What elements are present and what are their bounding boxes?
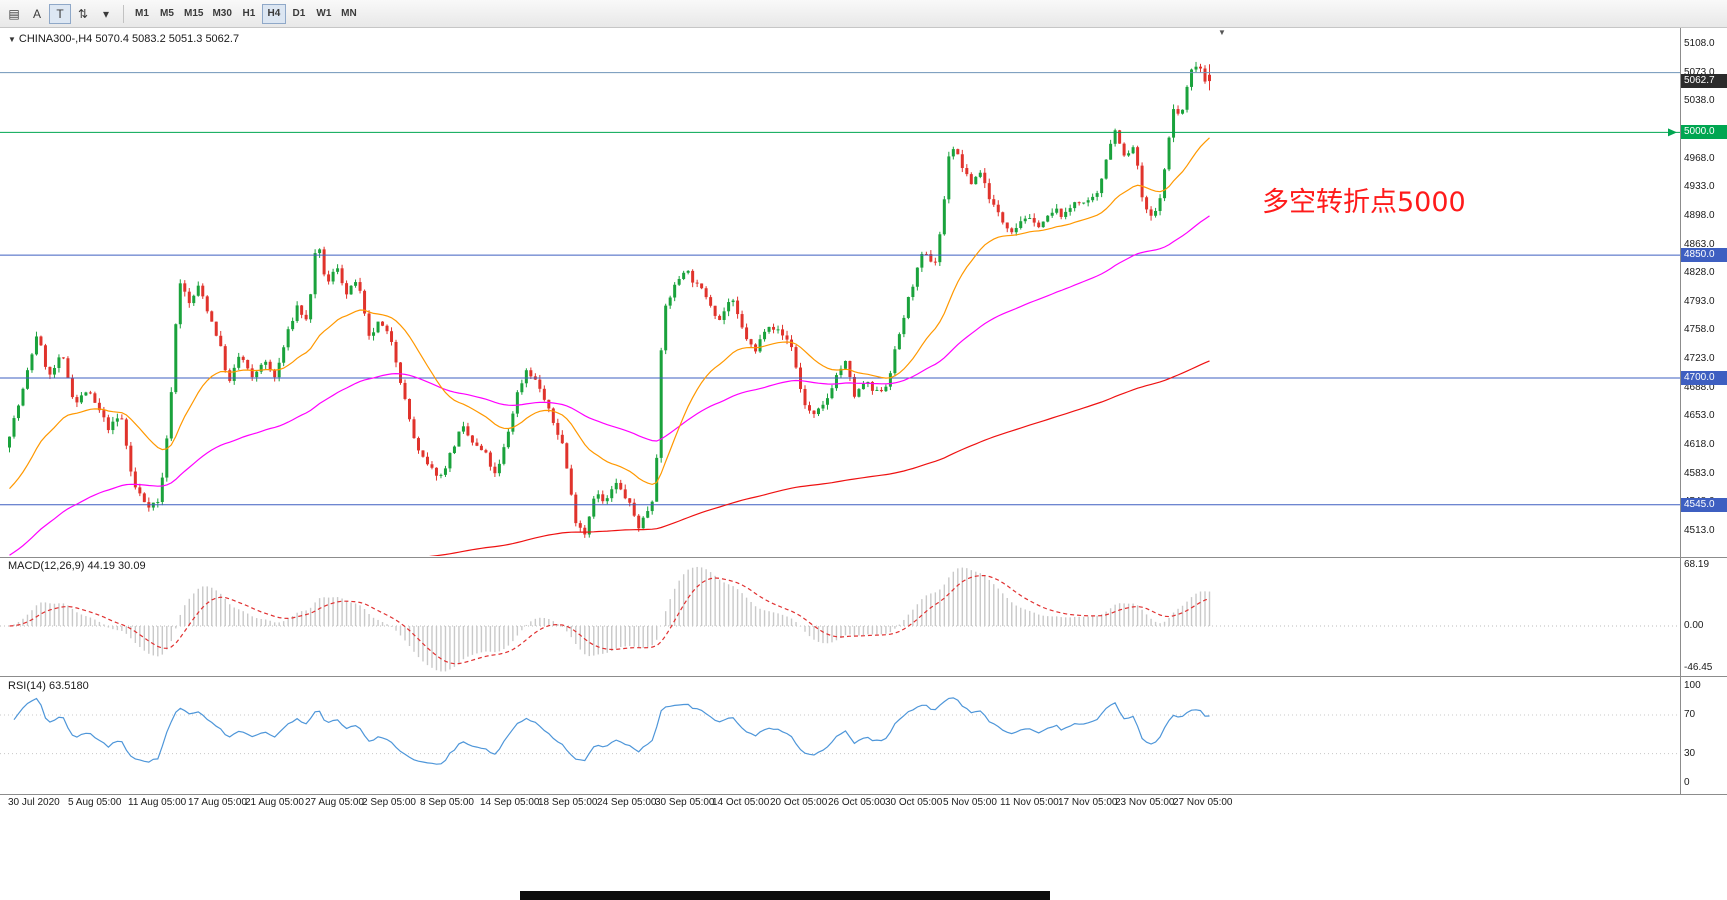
price-axis-tick: 4618.0 <box>1684 439 1715 451</box>
price-axis-tick: 4968.0 <box>1684 152 1715 164</box>
time-axis-label: 5 Nov 05:00 <box>943 797 997 808</box>
text-tool-icon[interactable]: T <box>49 3 71 24</box>
price-axis-tick: 4863.0 <box>1684 238 1715 250</box>
toolbar: ▤ A T ⇅ ▾ M1 M5 M15 M30 H1 H4 D1 W1 MN <box>0 0 1727 28</box>
candlestick-series <box>0 61 1680 556</box>
timeframe-button-mn[interactable]: MN <box>341 8 357 19</box>
timeframe-button-w1[interactable]: W1 <box>316 8 332 19</box>
time-axis[interactable]: 30 Jul 2020 5 Aug 05:00 11 Aug 05:00 17 Aug… <box>0 794 1681 812</box>
level-price-badge: 4700.0 <box>1681 370 1727 385</box>
axis-separator <box>1680 28 1681 794</box>
chart-shift-marker-icon[interactable]: ▼ <box>1218 28 1226 37</box>
level-price-badge: 5000.0 <box>1681 125 1727 140</box>
price-axis-tick: 4688.0 <box>1684 381 1715 393</box>
level-price-badge: 4850.0 <box>1681 248 1727 263</box>
timeframe-button-h4[interactable]: H4 <box>261 3 286 24</box>
panel-separator[interactable] <box>0 557 1727 558</box>
time-axis-label: 30 Sep 05:00 <box>655 797 715 808</box>
rsi-indicator-label: RSI(14) 63.5180 <box>8 680 89 692</box>
time-axis-label: 2 Sep 05:00 <box>362 797 416 808</box>
price-axis-tick: 4513.0 <box>1684 525 1715 536</box>
time-axis-label: 27 Nov 05:00 <box>1173 797 1233 808</box>
rsi-axis-tick: 70 <box>1684 709 1696 720</box>
time-axis-label: 23 Nov 05:00 <box>1115 797 1175 808</box>
dropdown-caret-icon[interactable]: ▾ <box>102 6 110 21</box>
price-axis-tick: 4828.0 <box>1684 267 1715 279</box>
time-axis-label: 24 Sep 05:00 <box>597 797 657 808</box>
time-axis-label: 11 Nov 05:00 <box>1000 797 1059 808</box>
time-axis-label: 14 Sep 05:00 <box>480 797 540 808</box>
current-price-badge: 5062.7 <box>1681 74 1727 89</box>
price-axis-tick: 4793.0 <box>1684 295 1715 307</box>
text-label-icon[interactable]: A <box>32 6 41 21</box>
rsi-axis-tick: 0 <box>1684 776 1690 788</box>
collapse-triangle-icon[interactable]: ▼ <box>8 35 16 44</box>
rsi-series <box>0 697 1680 765</box>
price-axis-tick: 5073.0 <box>1684 66 1715 78</box>
ma-slow-line <box>428 360 1210 556</box>
toolbar-separator <box>123 4 124 23</box>
taskbar-fragment <box>520 891 1050 900</box>
time-axis-label: 11 Aug 05:00 <box>128 797 187 808</box>
timeframe-button-m1[interactable]: M1 <box>135 8 149 19</box>
ma-fast-line <box>9 137 1210 490</box>
time-axis-label: 26 Oct 05:00 <box>828 797 886 808</box>
time-axis-label: 17 Nov 05:00 <box>1058 797 1118 808</box>
time-axis-label: 17 Aug 05:00 <box>188 797 247 808</box>
price-axis-tick: 4723.0 <box>1684 353 1715 365</box>
time-axis-label: 20 Oct 05:00 <box>770 797 828 808</box>
rsi-axis-tick: 100 <box>1684 680 1701 691</box>
symbol-header: ▼ CHINA300-,H4 5070.4 5083.2 5051.3 5062.… <box>8 33 239 45</box>
time-axis-label: 27 Aug 05:00 <box>305 797 364 808</box>
rsi-line <box>13 697 1210 765</box>
price-axis-tick: 4583.0 <box>1684 467 1715 479</box>
time-axis-label: 8 Sep 05:00 <box>420 797 474 808</box>
panel-separator[interactable] <box>0 794 1727 795</box>
level-arrow-icon <box>1668 128 1677 137</box>
time-axis-label: 5 Aug 05:00 <box>68 797 122 808</box>
price-axis-tick: 4758.0 <box>1684 324 1715 336</box>
symbol-ohlc-text: CHINA300-,H4 5070.4 5083.2 5051.3 5062.7 <box>18 33 240 45</box>
scale-cycle-icon[interactable]: ⇅ <box>77 6 89 21</box>
panel-separator[interactable] <box>0 676 1727 677</box>
level-price-badge: 4545.0 <box>1681 497 1727 512</box>
ma-medium-line <box>9 215 1210 556</box>
macd-signal-line <box>9 574 1210 665</box>
macd-axis-tick: -46.45 <box>1684 661 1713 673</box>
timeframe-button-m30[interactable]: M30 <box>212 8 232 19</box>
time-axis-label: 21 Aug 05:00 <box>245 797 304 808</box>
macd-axis-tick: 0.00 <box>1684 620 1704 631</box>
rsi-axis-tick: 30 <box>1684 747 1696 759</box>
price-axis-tick: 5108.0 <box>1684 38 1715 49</box>
price-axis-tick: 4898.0 <box>1684 209 1715 221</box>
price-axis-tick: 4933.0 <box>1684 181 1715 193</box>
time-axis-label: 14 Oct 05:00 <box>712 797 770 808</box>
macd-histogram <box>0 566 1680 672</box>
macd-axis-tick: 68.19 <box>1684 558 1710 570</box>
time-axis-label: 30 Jul 2020 <box>8 797 60 808</box>
price-axis-tick: 5038.0 <box>1684 95 1715 107</box>
time-axis-label: 18 Sep 05:00 <box>538 797 598 808</box>
timeframe-button-d1[interactable]: D1 <box>292 8 306 19</box>
macd-indicator-label: MACD(12,26,9) 44.19 30.09 <box>8 560 146 572</box>
timeframe-button-m5[interactable]: M5 <box>160 8 174 19</box>
timeframe-button-m15[interactable]: M15 <box>184 8 204 19</box>
time-axis-label: 30 Oct 05:00 <box>885 797 943 808</box>
timeframe-button-h1[interactable]: H1 <box>242 8 256 19</box>
chart-list-icon[interactable]: ▤ <box>8 6 20 21</box>
price-axis-tick: 4653.0 <box>1684 410 1715 422</box>
chart-text-annotation[interactable]: 多空转折点5000 <box>1262 187 1466 218</box>
price-axis[interactable]: 5108.0 5073.0 5038.0 4968.0 4933.0 4898.0 4863… <box>1681 28 1727 812</box>
